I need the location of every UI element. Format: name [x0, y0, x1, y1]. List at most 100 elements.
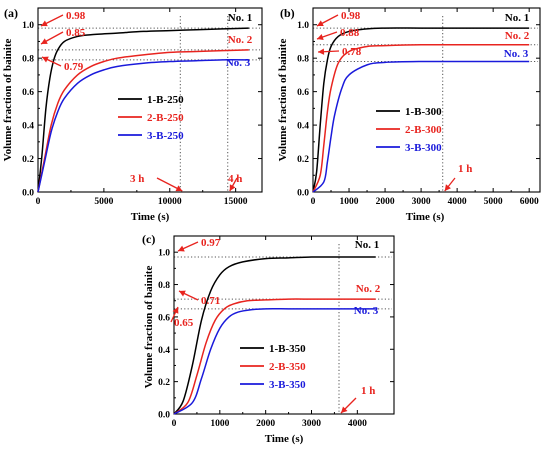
- time-arrow-head: [444, 184, 451, 191]
- y-tick-label: 0.4: [22, 122, 34, 132]
- legend-entry: 3-B-350: [269, 379, 306, 391]
- y-tick-label: 0.4: [297, 122, 309, 132]
- x-tick-label: 4000: [448, 197, 467, 207]
- level-value-label: 0.71: [201, 295, 220, 307]
- y-tick-label: 0.4: [158, 346, 170, 356]
- legend-entry: 1-B-350: [269, 343, 306, 355]
- plot-frame: [37, 7, 263, 193]
- panel-1: (a) 0 5000 10000 15000 0.0 0.2 0.4 0.6 0.8 1.0 Time…: [2, 6, 263, 223]
- y-tick-label: 1.0: [158, 249, 170, 259]
- level-arrow-head: [318, 48, 325, 55]
- x-tick-label: 6000: [520, 197, 539, 207]
- series-line-1-B-350: [173, 256, 376, 415]
- x-axis-title: Time (s): [131, 211, 170, 223]
- level-value-label: 0.98: [341, 10, 361, 22]
- y-tick-label: 0.2: [22, 155, 34, 165]
- panel-letter: (b): [280, 6, 295, 20]
- x-tick-label: 1000: [340, 197, 359, 207]
- level-value-label: 0.88: [340, 27, 360, 39]
- y-axis-title: Volume fraction of bainite: [277, 39, 289, 162]
- sample-number-label: No. 1: [355, 239, 379, 251]
- x-tick-label: 2000: [376, 197, 395, 207]
- x-tick-label: 4000: [348, 419, 367, 429]
- x-tick-label: 0: [172, 419, 177, 429]
- plot-frame: [173, 235, 395, 415]
- x-tick-label: 2000: [256, 419, 275, 429]
- level-arrow-head: [317, 33, 324, 41]
- y-axis-title: Volume fraction of bainite: [143, 266, 155, 389]
- x-tick-label: 0: [311, 197, 316, 207]
- level-arrow-head: [172, 307, 179, 314]
- series-line-2-B-250: [37, 49, 249, 193]
- level-arrow-head: [41, 38, 48, 44]
- y-tick-label: 0.0: [158, 411, 170, 421]
- y-tick-label: 1.0: [297, 21, 309, 31]
- y-tick-label: 0.6: [297, 88, 309, 98]
- sample-number-label: No. 2: [228, 34, 253, 46]
- legend-entry: 1-B-250: [147, 94, 184, 106]
- sample-number-label: No. 1: [505, 12, 529, 24]
- x-axis-title: Time (s): [265, 433, 304, 445]
- level-arrow-head: [178, 245, 185, 252]
- x-tick-label: 0: [36, 197, 41, 207]
- x-tick-label: 10000: [158, 197, 182, 207]
- y-tick-label: 1.0: [22, 21, 34, 31]
- legend-entry: 1-B-300: [405, 106, 442, 118]
- x-tick-label: 5000: [484, 197, 503, 207]
- y-tick-label: 0.0: [297, 189, 309, 199]
- y-tick-label: 0.8: [297, 55, 309, 65]
- time-arrow-head: [341, 406, 348, 413]
- series-line-3-B-350: [173, 308, 376, 415]
- level-arrow-head: [41, 20, 48, 27]
- level-arrow-head: [317, 20, 324, 27]
- level-arrow-head: [179, 290, 186, 297]
- time-mark-label: 4 h: [228, 173, 242, 185]
- y-tick-label: 0.2: [158, 378, 170, 388]
- legend-entry: 3-B-300: [405, 142, 442, 154]
- time-arrow-head: [229, 184, 236, 191]
- sample-number-label: No. 3: [354, 305, 379, 317]
- x-axis-title: Time (s): [406, 211, 445, 223]
- level-value-label: 0.98: [66, 10, 86, 22]
- x-tick-label: 5000: [94, 197, 113, 207]
- level-arrow-head: [42, 56, 49, 63]
- x-tick-label: 3000: [412, 197, 431, 207]
- legend-entry: 2-B-350: [269, 361, 306, 373]
- series-line-2-B-350: [173, 298, 376, 415]
- series-line-3-B-300: [312, 60, 530, 193]
- sample-number-label: No. 1: [228, 12, 252, 24]
- plot-frame: [312, 7, 541, 193]
- y-tick-label: 0.8: [22, 55, 34, 65]
- x-tick-label: 3000: [302, 419, 321, 429]
- panel-3: (c) 0 1000 2000 3000 4000 0.0 0.2 0.4 0.6 0.8 1.0 Ti…: [142, 232, 395, 445]
- level-value-label: 0.85: [66, 27, 86, 39]
- time-mark-label: 1 h: [361, 385, 375, 397]
- x-tick-label: 15000: [224, 197, 248, 207]
- sample-number-label: No. 3: [504, 48, 529, 60]
- level-value-label: 0.97: [201, 237, 221, 249]
- series-line-1-B-300: [312, 27, 530, 193]
- legend-entry: 2-B-250: [147, 112, 184, 124]
- series-line-2-B-300: [312, 43, 530, 193]
- series-line-3-B-250: [37, 59, 249, 193]
- y-tick-label: 0.0: [22, 189, 34, 199]
- y-tick-label: 0.6: [158, 313, 170, 323]
- y-tick-label: 0.2: [297, 155, 309, 165]
- panel-2: (b) 0 1000 2000 3000 4000 5000 6000 0.0 0.2 0.4 0.6…: [277, 6, 541, 223]
- sample-number-label: No. 2: [356, 283, 381, 295]
- series-line-1-B-250: [37, 27, 249, 193]
- y-tick-label: 0.6: [22, 88, 34, 98]
- y-tick-label: 0.8: [158, 281, 170, 291]
- level-value-label: 0.65: [174, 317, 194, 329]
- legend-entry: 3-B-250: [147, 130, 184, 142]
- level-value-label: 0.78: [342, 46, 362, 58]
- sample-number-label: No. 2: [505, 30, 530, 42]
- legend-entry: 2-B-300: [405, 124, 442, 136]
- level-value-label: 0.79: [64, 61, 84, 73]
- sample-number-label: No. 3: [226, 57, 251, 69]
- time-arrow-head: [175, 185, 183, 192]
- time-mark-label: 3 h: [130, 173, 144, 185]
- y-axis-title: Volume fraction of bainite: [2, 39, 14, 162]
- x-tick-label: 1000: [210, 419, 229, 429]
